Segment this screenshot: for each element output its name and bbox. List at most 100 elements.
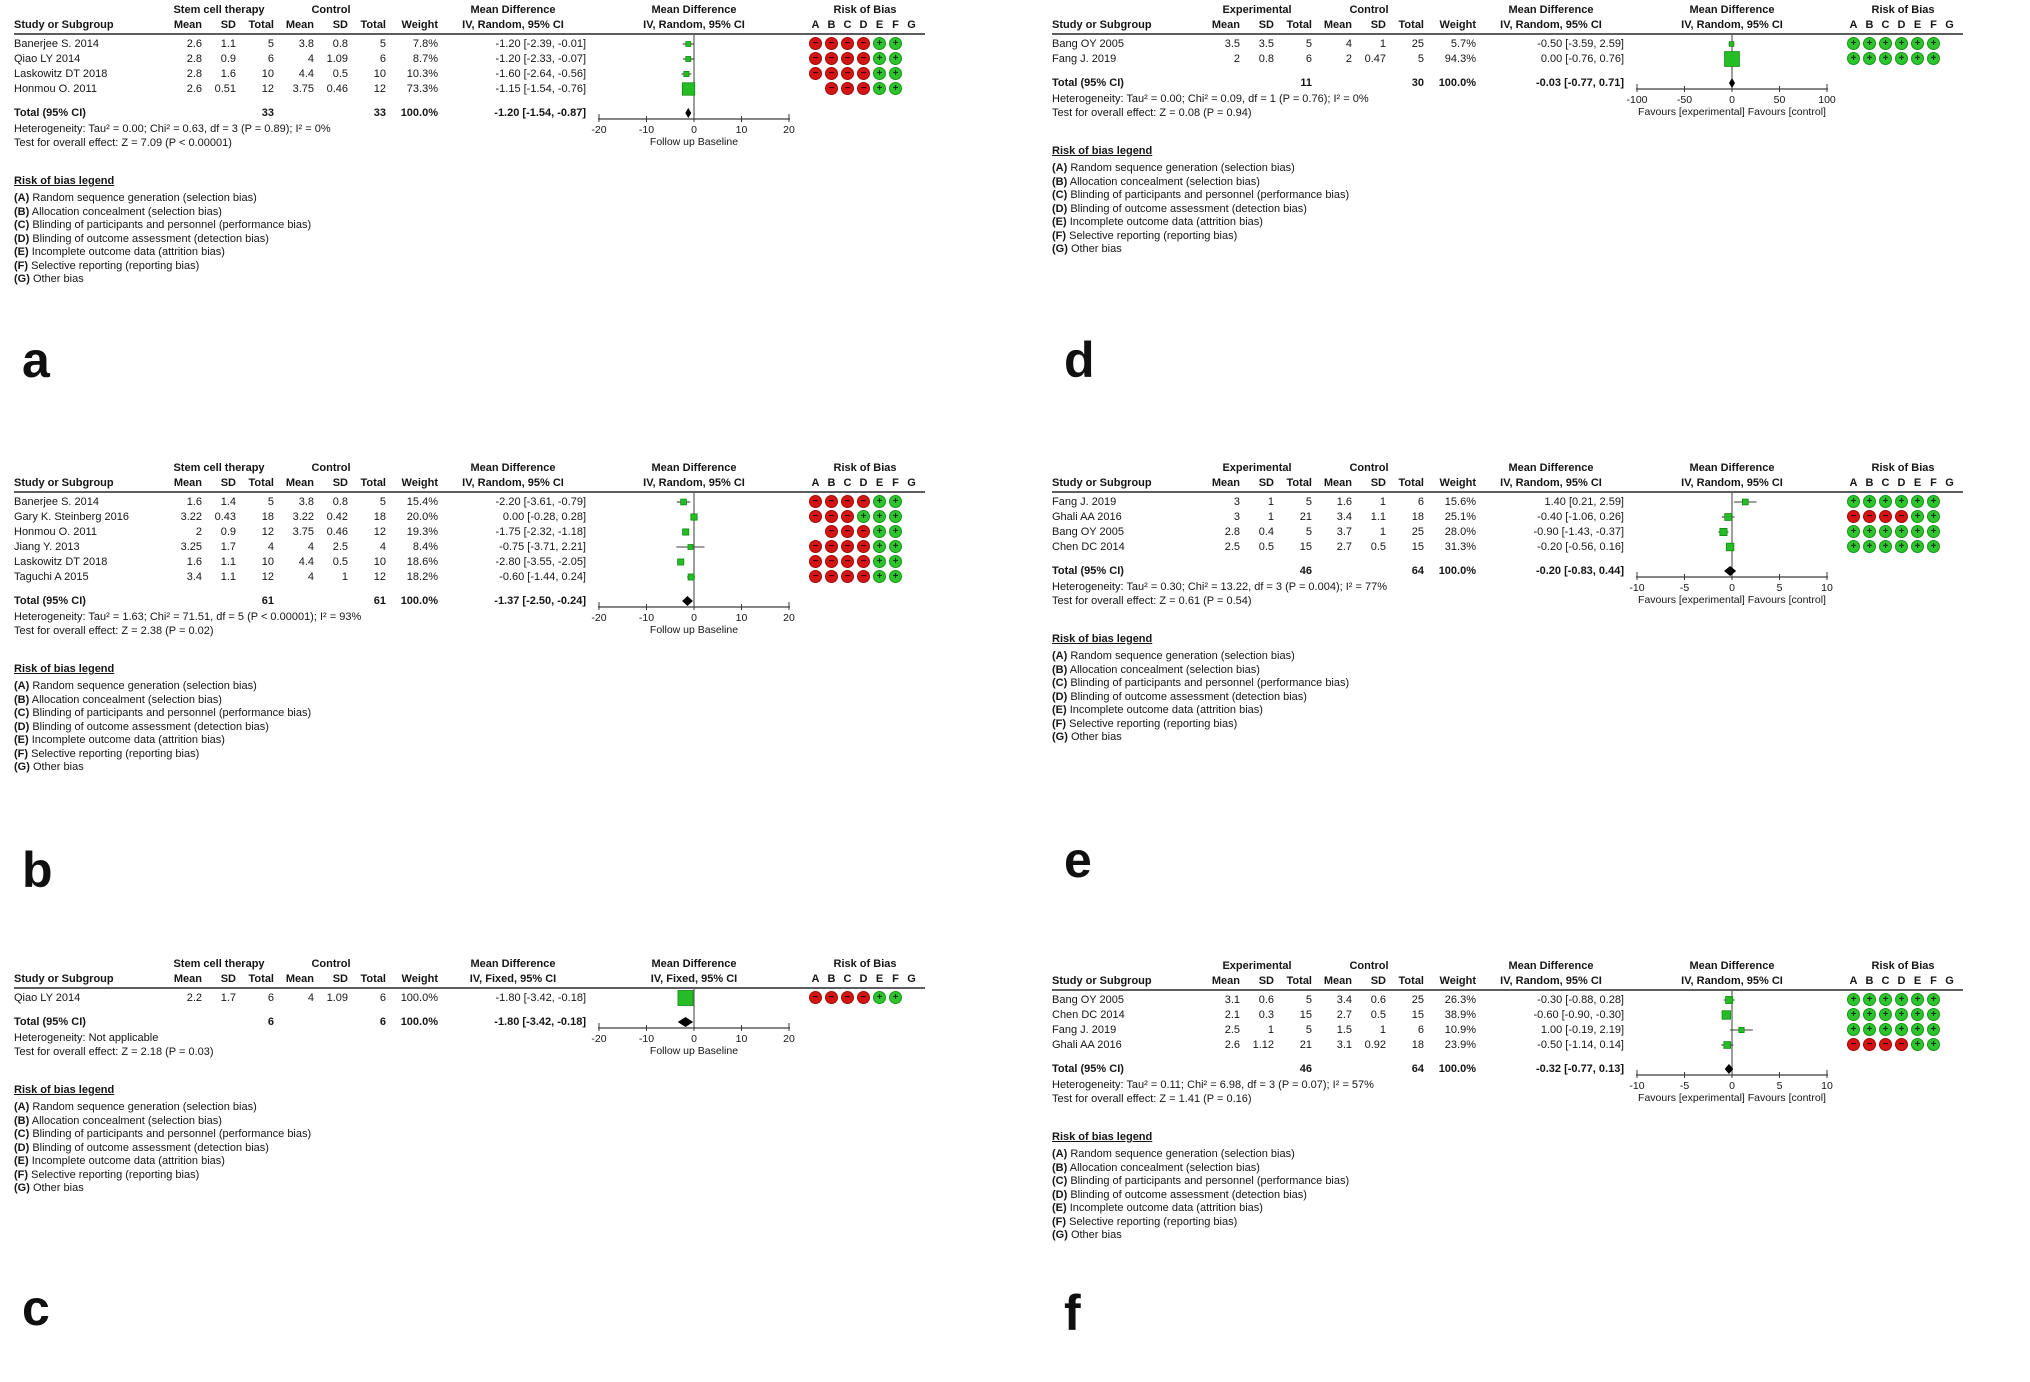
effect-sub-header: IV, Random, 95% CI [1500, 477, 1602, 489]
col-header-mean1: Mean [173, 19, 202, 31]
rob-col-letter-A: A [811, 477, 820, 489]
rob-circle-F-low-risk: + [889, 82, 902, 95]
rob-circle-C-high-risk: − [841, 37, 854, 50]
rob-legend-line: (B) Allocation concealment (selection bi… [14, 1114, 222, 1127]
rob-header: Risk of Bias [1871, 4, 1935, 16]
rob-col-letter-C: C [843, 973, 852, 985]
axis-tick-label: -20 [591, 1033, 606, 1045]
cell-mean2: 1.5 [1336, 1024, 1352, 1036]
group1-header: Stem cell therapy [173, 4, 265, 16]
rob-circle-F-low-risk: + [1927, 52, 1940, 65]
group1-header: Stem cell therapy [173, 958, 265, 970]
overall-test-text: Test for overall effect: Z = 2.18 (P = 0… [14, 1046, 214, 1058]
cell-mean1: 2.5 [1224, 541, 1240, 553]
total-n2: 61 [373, 595, 386, 607]
cell-mean2: 1.6 [1336, 496, 1352, 508]
cell-n1: 12 [261, 571, 274, 583]
rob-circle-B-high-risk: − [825, 37, 838, 50]
rob-legend-key: (D) [1052, 1188, 1068, 1201]
rob-col-letter-F: F [892, 973, 899, 985]
total-label: Total (95% CI) [14, 595, 86, 607]
cell-n1: 18 [261, 511, 274, 523]
rob-circle-C-high-risk: − [841, 82, 854, 95]
rob-legend-key: (A) [1052, 1148, 1068, 1160]
effect-sub-header-plot: IV, Random, 95% CI [643, 477, 745, 489]
rob-legend-key: (G) [14, 761, 30, 773]
cell-n1: 10 [261, 556, 274, 568]
cell-sd1: 0.51 [214, 83, 236, 95]
study-name: Fang J. 2019 [1052, 53, 1117, 65]
rob-col-letter-G: G [907, 477, 916, 489]
study-name: Chen DC 2014 [1052, 1009, 1125, 1021]
effect-header: Mean Difference [470, 462, 556, 474]
rob-circle-F-low-risk: + [1927, 1023, 1940, 1036]
col-header-n2: Total [1398, 19, 1424, 31]
rob-legend-line: (E) Incomplete outcome data (attrition b… [1052, 1202, 1263, 1214]
col-header-mean1: Mean [173, 477, 202, 489]
cell-n2: 15 [1411, 1009, 1424, 1021]
col-header-study: Study or Subgroup [1052, 975, 1152, 987]
rob-circle-E-low-risk: + [1911, 1023, 1924, 1036]
rob-circle-C-low-risk: + [1879, 37, 1892, 50]
rob-circle-C-low-risk: + [1879, 1008, 1892, 1021]
cell-n1: 5 [267, 38, 274, 50]
col-header-sd2: SD [332, 973, 348, 985]
cell-sd1: 0.4 [1258, 526, 1274, 538]
cell-sd1: 1 [1267, 1024, 1274, 1036]
rob-legend-key: (A) [14, 1101, 30, 1113]
cell-ci_text: -0.90 [-1.43, -0.37] [1533, 526, 1625, 538]
study-name: Ghali AA 2016 [1052, 511, 1122, 523]
cell-weight: 31.3% [1444, 541, 1476, 553]
effect-header-plot: Mean Difference [1689, 462, 1775, 474]
rob-circle-C-low-risk: + [1879, 495, 1892, 508]
col-header-sd2: SD [332, 477, 348, 489]
study-name: Bang OY 2005 [1052, 38, 1124, 50]
rob-circle-B-high-risk: − [825, 570, 838, 583]
total-n1: 61 [261, 595, 274, 607]
rob-col-letter-G: G [907, 19, 916, 31]
effect-sub-header: IV, Random, 95% CI [1500, 19, 1602, 31]
cell-sd1: 1.12 [1252, 1039, 1274, 1051]
axis-tick-label: -100 [1626, 94, 1647, 106]
rob-col-letter-C: C [1881, 975, 1890, 987]
overall-test-text: Test for overall effect: Z = 2.38 (P = 0… [14, 625, 214, 637]
rob-col-letter-F: F [1930, 477, 1937, 489]
effect-square [690, 513, 698, 521]
axis-footer-label: Follow up Baseline [650, 624, 738, 636]
rob-circle-A-low-risk: + [1847, 1008, 1860, 1021]
rob-legend-key: (F) [14, 259, 29, 272]
cell-weight: 18.2% [406, 571, 438, 583]
cell-weight: 19.3% [406, 526, 438, 538]
axis-tick-label: -10 [639, 1033, 654, 1045]
rob-legend-key: (C) [1052, 1175, 1068, 1187]
cell-sd1: 0.8 [1258, 53, 1274, 65]
col-header-mean2: Mean [1323, 975, 1352, 987]
rob-legend-line: (D) Blinding of outcome assessment (dete… [14, 1141, 269, 1154]
rob-col-letter-E: E [875, 19, 884, 31]
col-header-weight: Weight [1439, 19, 1476, 31]
rob-circle-C-high-risk: − [841, 991, 854, 1004]
axis-tick-label: 0 [1729, 94, 1735, 106]
effect-square [685, 56, 692, 62]
cell-n2: 15 [1411, 541, 1424, 553]
effect-square [681, 82, 696, 96]
cell-sd2: 1 [1379, 496, 1386, 508]
cell-n2: 6 [379, 53, 386, 65]
rob-circle-E-low-risk: + [1911, 37, 1924, 50]
rob-legend-line: (A) Random sequence generation (selectio… [14, 680, 257, 692]
study-name: Bang OY 2005 [1052, 526, 1124, 538]
rob-legend-line: (E) Incomplete outcome data (attrition b… [14, 1155, 225, 1167]
rob-circle-B-high-risk: − [1863, 1038, 1876, 1051]
panel-label-a: a [22, 332, 50, 388]
total-n1: 11 [1300, 77, 1312, 89]
cell-weight: 38.9% [1444, 1009, 1476, 1021]
axis-footer-label: Favours [experimental] Favours [control] [1638, 594, 1826, 606]
rob-circle-B-low-risk: + [1863, 1023, 1876, 1036]
axis-tick-label: -10 [639, 612, 654, 624]
rob-circle-E-low-risk: + [873, 525, 886, 538]
cell-mean1: 2.6 [186, 38, 202, 50]
header-separator [1052, 989, 1963, 991]
cell-n1: 15 [1299, 541, 1312, 553]
total-diamond [1724, 1064, 1734, 1074]
cell-mean2: 3.8 [298, 496, 314, 508]
